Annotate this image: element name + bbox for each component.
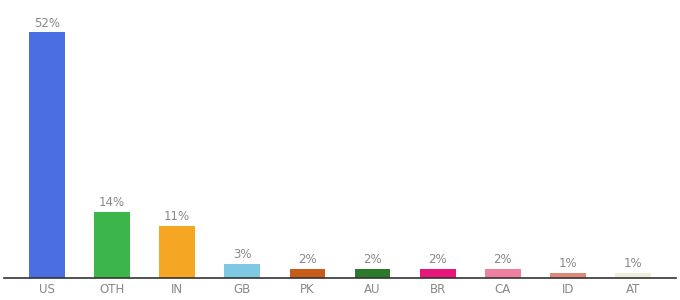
Text: 1%: 1% [558,257,577,270]
Text: 14%: 14% [99,196,125,209]
Text: 2%: 2% [494,253,512,266]
Bar [94,212,130,278]
Text: 52%: 52% [34,17,60,30]
Text: 3%: 3% [233,248,252,261]
Bar [290,268,325,278]
Text: 2%: 2% [428,253,447,266]
Bar [615,273,651,278]
Bar [355,268,390,278]
Text: 1%: 1% [624,257,643,270]
Text: 11%: 11% [164,210,190,223]
Bar [224,264,260,278]
Bar [29,32,65,278]
Bar [550,273,586,278]
Text: 2%: 2% [298,253,317,266]
Bar [485,268,521,278]
Text: 2%: 2% [363,253,382,266]
Bar [420,268,456,278]
Bar [159,226,195,278]
